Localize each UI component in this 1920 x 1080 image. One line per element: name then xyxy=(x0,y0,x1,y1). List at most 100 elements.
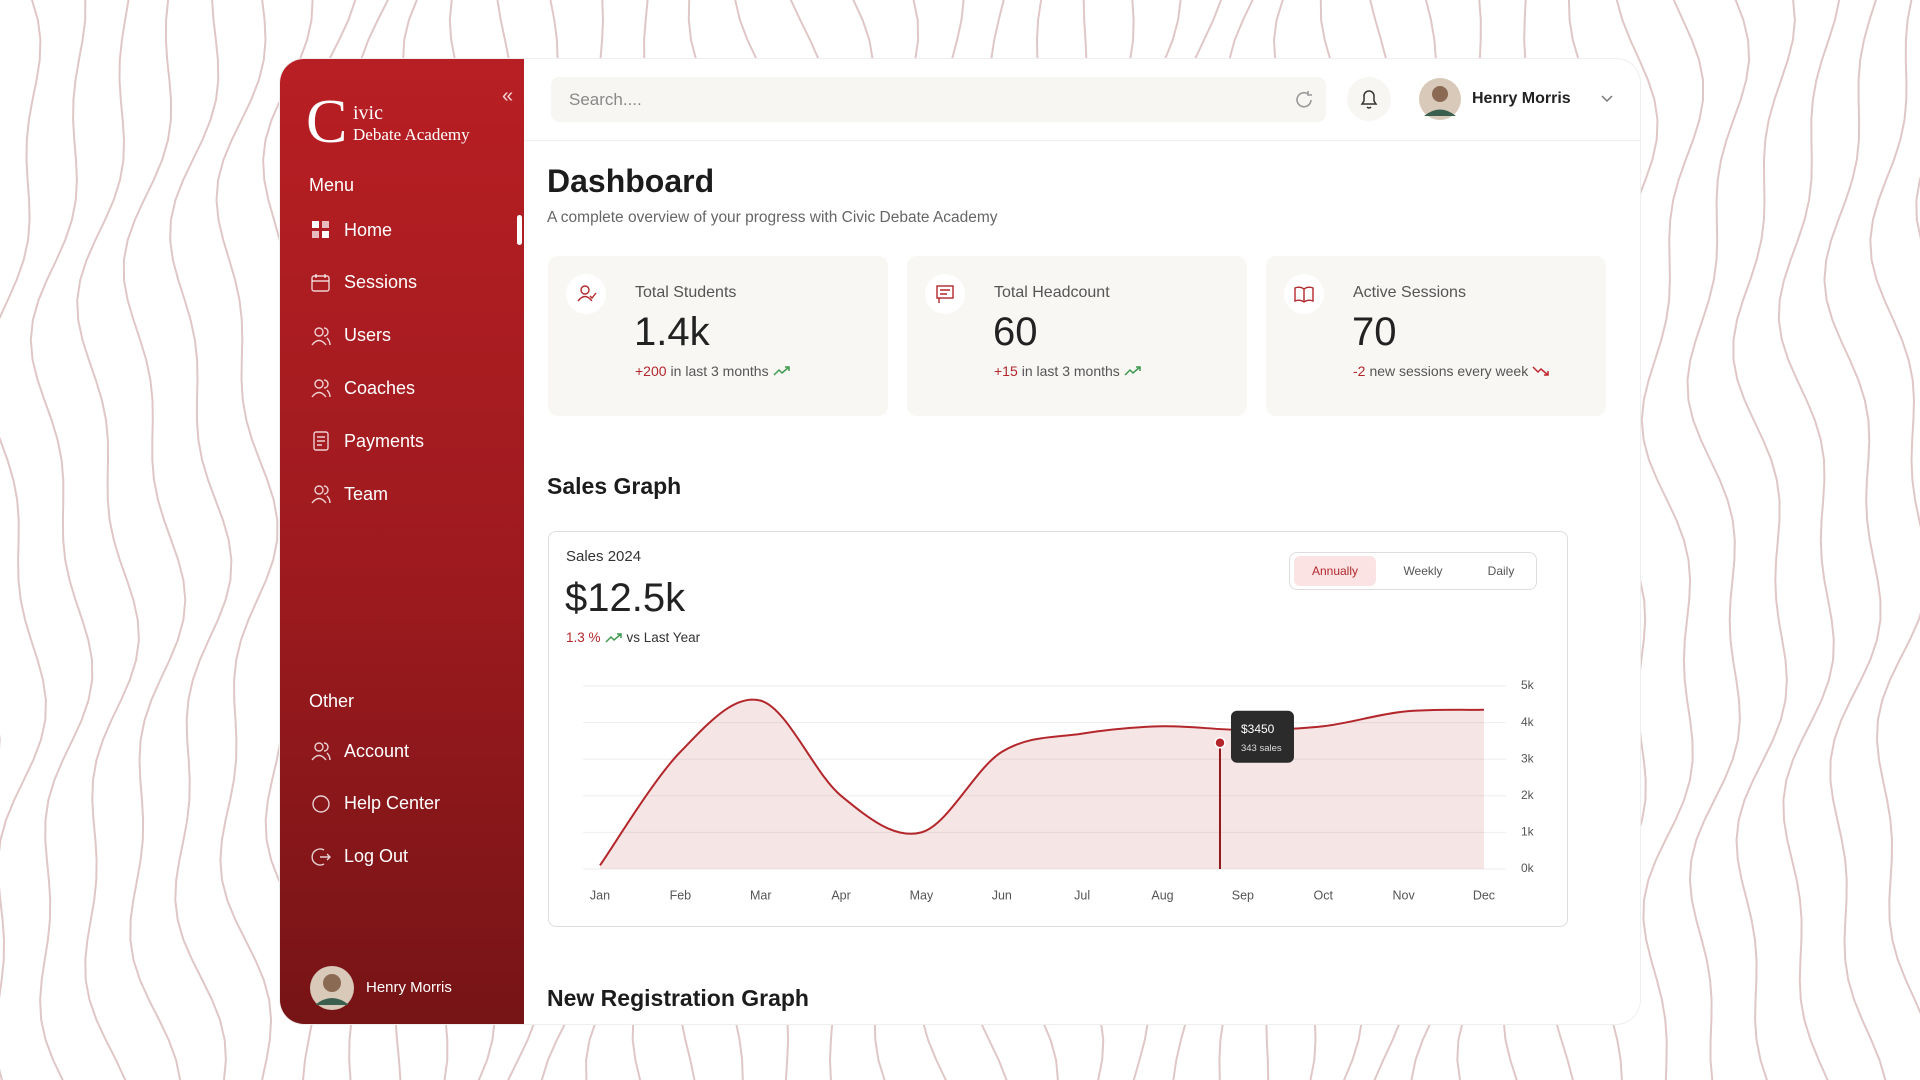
x-tick-label: Feb xyxy=(670,888,692,902)
app-window: C ivic Debate Academy « Menu Other Henry… xyxy=(280,59,1640,1024)
stat-label: Total Headcount xyxy=(994,284,1110,301)
stat-label: Total Students xyxy=(635,284,737,301)
background-wave xyxy=(1823,0,1887,1080)
stat-card: Active Sessions 70 -2 new sessions every we… xyxy=(1266,256,1606,416)
x-tick-label: Jun xyxy=(992,888,1012,902)
tab[interactable]: Annually xyxy=(1311,564,1359,578)
stat-change: +15 in last 3 months xyxy=(994,363,1142,379)
collapse-button[interactable]: « xyxy=(502,85,514,107)
background-wave xyxy=(0,0,47,1080)
nav-icon xyxy=(312,221,329,238)
background-wave xyxy=(1732,0,1796,1080)
change-note: in last 3 months xyxy=(1021,363,1120,379)
chart-card xyxy=(548,531,1568,927)
nav-item[interactable]: Payments xyxy=(310,426,424,456)
nav-item[interactable]: Log Out xyxy=(310,842,408,872)
y-tick-label: 1k xyxy=(1521,825,1535,839)
avatar xyxy=(1419,78,1461,120)
stat-card: Total Students 1.4k +200 in last 3 months xyxy=(548,256,888,416)
x-tick-label: Mar xyxy=(750,888,772,902)
nav-item[interactable]: Users xyxy=(310,321,391,351)
x-tick-label: Aug xyxy=(1151,888,1173,902)
stat-icon xyxy=(1284,274,1324,314)
area xyxy=(600,699,1484,869)
nav-icon xyxy=(313,431,329,451)
background-wave xyxy=(76,0,140,1080)
background-wave xyxy=(122,0,187,1080)
nav-icon xyxy=(311,742,331,761)
user-name[interactable]: Henry Morris xyxy=(1472,90,1571,107)
line xyxy=(599,698,1484,866)
nav-item[interactable]: Team xyxy=(310,479,388,509)
nav-item[interactable]: Sessions xyxy=(310,268,417,298)
background-wave xyxy=(1777,0,1841,1080)
background-wave xyxy=(1640,0,1704,1080)
nav-item[interactable]: Coaches xyxy=(310,373,415,403)
change-note: new sessions every week xyxy=(1369,363,1529,379)
search-box[interactable]: Search.... xyxy=(551,77,1326,122)
nav-label: Home xyxy=(344,219,393,240)
refresh-icon xyxy=(1296,91,1312,108)
nav-item[interactable]: Help Center xyxy=(310,789,440,819)
logo-text: ivic xyxy=(353,102,383,124)
nav-item[interactable]: Account xyxy=(310,736,409,766)
x-tick-label: Dec xyxy=(1473,888,1495,902)
background-wave xyxy=(215,0,279,1080)
background-wave xyxy=(1869,0,1920,1015)
nav-icon xyxy=(311,379,331,398)
x-tick-label: Sep xyxy=(1232,888,1254,902)
nav-label: Account xyxy=(344,740,410,761)
nav-icon xyxy=(311,273,330,292)
tooltip-detail: 343 sales xyxy=(1241,743,1282,754)
notification-button[interactable] xyxy=(1347,77,1391,121)
tab-group xyxy=(1289,552,1537,590)
sales-chart: 0k 1k 2k 3k 4k 5k Jan Feb Mar Apr May Jun Jul Aug Sep O… xyxy=(583,678,1535,902)
nav-label: Coaches xyxy=(344,377,416,398)
stat-card: Total Headcount 60 +15 in last 3 months xyxy=(907,256,1247,416)
stat-change: +200 in last 3 months xyxy=(635,363,791,379)
x-tick-label: Oct xyxy=(1314,888,1334,902)
tab[interactable]: Weekly xyxy=(1403,564,1443,578)
change-value: -2 xyxy=(1353,363,1366,379)
section-heading: Sales Graph xyxy=(547,473,682,499)
search-placeholder: Search.... xyxy=(569,90,642,109)
nav-item[interactable]: Home xyxy=(310,215,392,245)
x-tick-label: Nov xyxy=(1392,888,1415,902)
active-indicator xyxy=(517,215,522,245)
nav-label: Payments xyxy=(344,430,425,451)
stat-label: Active Sessions xyxy=(1353,284,1466,301)
chart-change: 1.3 % vs Last Year xyxy=(566,630,700,645)
trend-down-icon xyxy=(1532,366,1549,376)
nav-label: Sessions xyxy=(344,272,418,293)
trend-up-icon xyxy=(605,632,622,643)
background-wave xyxy=(1915,176,1920,240)
nav-label: Team xyxy=(344,483,389,504)
tab[interactable]: Daily xyxy=(1487,564,1515,578)
page-subtitle: A complete overview of your progress wit… xyxy=(547,209,998,226)
stat-icon xyxy=(925,274,965,314)
y-tick-label: 5k xyxy=(1521,678,1535,692)
section-title: Other xyxy=(309,691,355,711)
dropdown-icon[interactable] xyxy=(1600,93,1614,105)
change-note: in last 3 months xyxy=(670,363,769,379)
logo-text: Debate Academy xyxy=(353,125,470,144)
tooltip-value: $3450 xyxy=(1241,722,1275,736)
y-tick-label: 4k xyxy=(1521,715,1535,729)
divider xyxy=(524,140,1640,141)
logo-letter: C xyxy=(306,88,348,156)
stat-value: 1.4k xyxy=(634,310,710,354)
change-note: vs Last Year xyxy=(626,630,701,645)
y-tick-label: 3k xyxy=(1521,751,1535,765)
x-tick-label: Apr xyxy=(831,888,850,902)
background-wave xyxy=(29,0,94,1080)
trend-up-icon xyxy=(1124,366,1141,376)
change-value: +15 xyxy=(994,363,1018,379)
nav-label: Log Out xyxy=(344,846,409,867)
user-name: Henry Morris xyxy=(366,979,452,996)
y-tick-label: 0k xyxy=(1521,861,1535,875)
sidebar: C ivic Debate Academy « Menu Other Henry… xyxy=(280,59,524,1024)
section-title: Menu xyxy=(309,175,355,195)
marker-dot xyxy=(1214,736,1226,749)
avatar xyxy=(310,966,354,1010)
